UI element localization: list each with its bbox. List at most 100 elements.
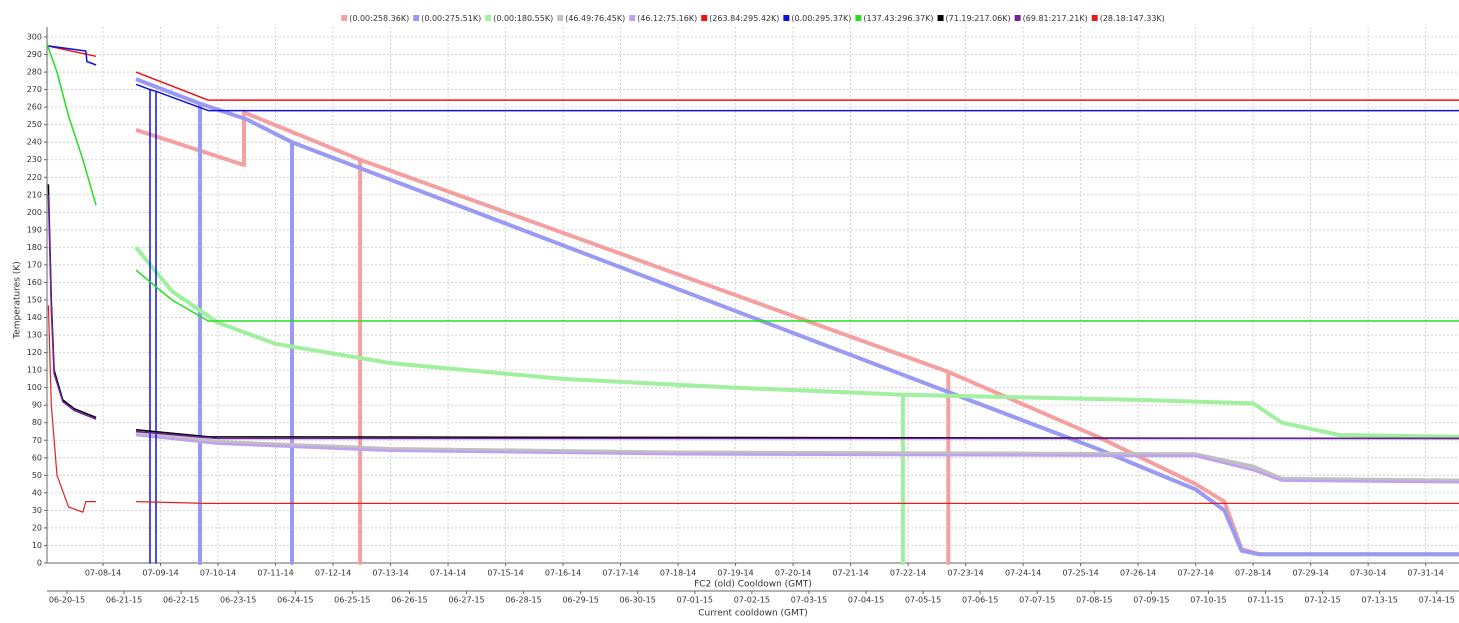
series-line [46,43,1459,322]
legend-label: (71.19:217.06K) [946,14,1011,23]
x2-tick-label: 06-28-15 [505,596,541,605]
x-tick-label: 07-24-14 [1005,569,1041,578]
series-line [135,433,1459,484]
y-tick-label: 250 [27,120,42,129]
y-tick-label: 130 [27,331,42,340]
y-tick-label: 110 [27,366,42,375]
y-tick-label: 190 [27,225,42,234]
x2-axis-label: Current cooldown (GMT) [698,609,808,619]
legend-swatch [485,15,492,21]
x-tick-label: 07-29-14 [1292,569,1328,578]
y-tick-label: 50 [32,471,42,480]
x2-tick-label: 06-21-15 [106,596,142,605]
legend-swatch [557,15,564,21]
y-tick-label: 150 [27,295,42,304]
legend-swatch [783,15,790,21]
series-line [46,45,1459,564]
y-tick-label: 200 [27,208,42,217]
x-tick-label: 07-31-14 [1407,569,1443,578]
legend-label: (46.49:76.45K) [565,14,625,23]
legend-swatch [413,15,420,21]
x-tick-label: 07-17-14 [602,569,638,578]
y-tick-label: 170 [27,260,42,269]
legend-swatch [855,15,862,21]
legend-label: (28.18:147.33K) [1100,14,1165,23]
y-tick-label: 30 [32,506,42,515]
y-tick-label: 80 [32,418,42,427]
y-tick-label: 10 [32,541,42,550]
x2-tick-label: 07-08-15 [1076,596,1112,605]
series-line [47,194,1459,440]
y-tick-label: 210 [27,190,42,199]
legend-label: (263.84:295.42K) [709,14,779,23]
series-line [135,77,1459,565]
legend-label: (0.00:275.51K) [421,14,481,23]
x2-tick-label: 06-23-15 [220,596,256,605]
x-tick-label: 07-21-14 [832,569,868,578]
x2-tick-label: 07-11-15 [1247,596,1283,605]
legend-label: (137.43:296.37K) [863,14,933,23]
legend-swatch [701,15,708,21]
x-tick-label: 07-09-14 [142,569,178,578]
x2-tick-label: 07-13-15 [1362,596,1398,605]
y-tick-label: 280 [27,68,42,77]
x-tick-label: 07-14-14 [430,569,466,578]
legend-swatch [1091,15,1098,21]
x2-tick-label: 06-26-15 [391,596,427,605]
x-tick-label: 07-30-14 [1350,569,1386,578]
x-tick-label: 07-19-14 [717,569,753,578]
x2-tick-label: 07-05-15 [905,596,941,605]
x-tick-label: 07-23-14 [947,569,983,578]
y-tick-label: 70 [32,436,42,445]
x2-tick-label: 06-27-15 [448,596,484,605]
y-tick-label: 0 [37,559,42,568]
x-tick-label: 07-13-14 [372,569,408,578]
x2-tick-label: 07-10-15 [1190,596,1226,605]
y-tick-label: 20 [32,523,42,532]
x2-tick-label: 06-22-15 [163,596,199,605]
x2-tick-label: 06-25-15 [334,596,370,605]
y-tick-label: 160 [27,278,42,287]
x-tick-label: 07-25-14 [1062,569,1098,578]
legend-swatch [629,15,636,21]
x-axis-label: FC2 (old) Cooldown (GMT) [694,580,812,590]
legend-swatch [937,15,944,21]
y-tick-label: 40 [32,488,42,497]
legend-swatch [1014,15,1021,21]
y-tick-label: 220 [27,173,42,182]
x2-tick-label: 06-20-15 [49,596,85,605]
legend-swatch [341,15,348,21]
x2-tick-label: 07-04-15 [848,596,884,605]
x2-tick-label: 07-14-15 [1419,596,1455,605]
y-tick-label: 240 [27,138,42,147]
series-line [47,305,1459,513]
x-tick-label: 07-18-14 [660,569,696,578]
x-tick-label: 07-11-14 [257,569,293,578]
x2-tick-label: 07-12-15 [1304,596,1340,605]
x2-tick-label: 07-09-15 [1133,596,1169,605]
series-line [134,246,1459,565]
legend-label: (0.00:295.37K) [791,14,851,23]
x-tick-label: 07-08-14 [85,569,121,578]
x2-tick-label: 07-02-15 [734,596,770,605]
y-tick-label: 270 [27,85,42,94]
x-tick-label: 07-20-14 [775,569,811,578]
y-tick-label: 230 [27,155,42,164]
legend-label: (0.00:180.55K) [493,14,553,23]
legend-label: (46.12:75.16K) [637,14,697,23]
y-tick-label: 120 [27,348,42,357]
x-tick-label: 07-12-14 [315,569,351,578]
x2-tick-label: 07-07-15 [1019,596,1055,605]
series-line [135,429,1459,483]
x-tick-label: 07-10-14 [200,569,236,578]
x2-tick-label: 07-01-15 [677,596,713,605]
x-tick-label: 07-16-14 [545,569,581,578]
x-tick-label: 07-22-14 [890,569,926,578]
x2-tick-label: 06-29-15 [562,596,598,605]
x2-tick-label: 07-03-15 [791,596,827,605]
y-axis-label: Temperatures (K) [13,261,23,339]
y-tick-label: 300 [27,32,42,41]
y-tick-label: 90 [32,401,42,410]
